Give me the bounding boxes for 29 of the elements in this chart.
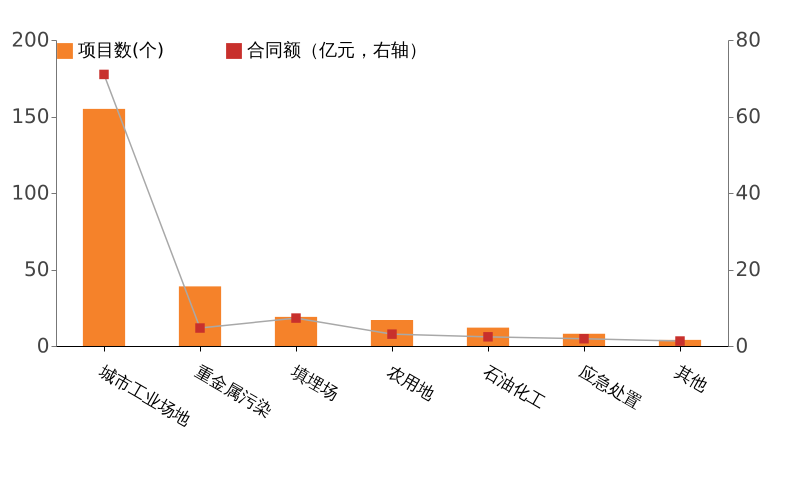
legend-label: 合同额（亿元，右轴）	[247, 40, 427, 61]
x-tick-label: 应急处置	[576, 362, 644, 414]
bar	[274, 316, 318, 346]
x-tick-label: 填埋场	[286, 361, 342, 405]
point	[675, 336, 685, 346]
bar	[178, 286, 222, 346]
point	[195, 323, 205, 333]
y-tick-label: 50	[24, 257, 50, 281]
point	[291, 313, 301, 323]
point	[99, 70, 109, 80]
point	[579, 334, 589, 344]
point	[483, 332, 493, 342]
x-tick-label: 石油化工	[480, 362, 548, 414]
y2-tick-label: 0	[736, 334, 748, 358]
x-tick-label: 其他	[672, 362, 711, 396]
bar	[82, 108, 126, 346]
y-tick-label: 200	[11, 28, 50, 52]
y2-tick-label: 60	[736, 104, 761, 128]
x-tick-label: 重金属污染	[192, 362, 276, 422]
legend-label: 项目数(个)	[78, 40, 164, 61]
x-tick-label: 农用地	[384, 362, 438, 405]
y2-tick-label: 80	[736, 28, 761, 52]
y2-tick-label: 40	[736, 180, 761, 204]
y2-tick-label: 20	[736, 257, 761, 281]
y-tick-label: 150	[11, 104, 50, 128]
point	[387, 329, 397, 339]
x-tick-label: 城市工业场地	[94, 361, 194, 430]
y-tick-label: 0	[36, 334, 50, 358]
y-tick-label: 100	[11, 180, 50, 204]
